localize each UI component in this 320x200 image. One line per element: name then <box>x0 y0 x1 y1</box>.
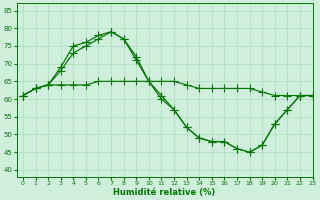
X-axis label: Humidité relative (%): Humidité relative (%) <box>114 188 216 197</box>
